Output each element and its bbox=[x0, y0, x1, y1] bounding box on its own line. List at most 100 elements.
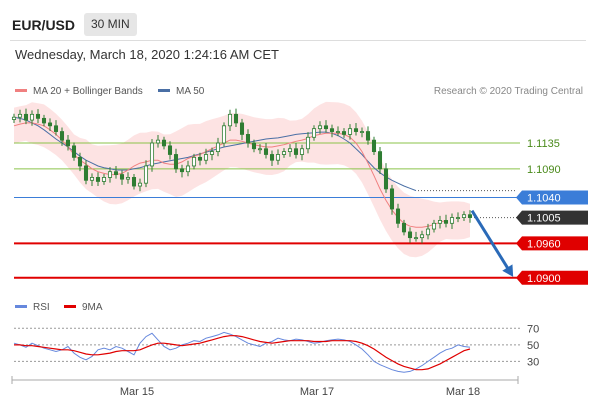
candle-body bbox=[323, 125, 329, 130]
level-label-1-1040-bg bbox=[516, 190, 588, 205]
level-label-1-1040-tag: 1.1040 bbox=[516, 190, 588, 205]
candle-body bbox=[293, 148, 299, 155]
rsi-ma-swatch bbox=[64, 304, 76, 308]
candle-body bbox=[29, 113, 35, 121]
candle-body bbox=[341, 131, 347, 135]
level-label-1-1090: 1.1090 bbox=[527, 164, 561, 176]
candle-body bbox=[209, 151, 215, 155]
level-label-1-0960: 1.0960 bbox=[527, 238, 561, 250]
candle-body bbox=[155, 139, 161, 144]
ma50-line bbox=[13, 116, 417, 192]
candle-body bbox=[119, 174, 125, 180]
rsi-ma-line bbox=[14, 335, 471, 371]
candle-body bbox=[47, 122, 53, 127]
candle-body bbox=[269, 154, 275, 161]
candle-body bbox=[371, 139, 377, 153]
candle-body bbox=[299, 148, 305, 155]
candle-body bbox=[53, 125, 59, 132]
candle-body bbox=[389, 188, 395, 210]
candle-body bbox=[359, 131, 365, 133]
candle-body bbox=[227, 113, 233, 127]
candle-body bbox=[83, 165, 89, 181]
projection-arrowhead bbox=[502, 264, 514, 277]
legend-ma50: MA 50 bbox=[158, 86, 204, 97]
candle-body bbox=[161, 139, 167, 147]
symbol-label: EUR/USD bbox=[12, 17, 76, 33]
candle-body bbox=[347, 128, 353, 135]
candle-body bbox=[329, 128, 335, 132]
candle-body bbox=[311, 128, 317, 138]
legend-rsi: RSI bbox=[15, 302, 50, 313]
level-label-1-1005: 1.1005 bbox=[527, 213, 561, 225]
candle-body bbox=[401, 222, 407, 233]
candle-body bbox=[179, 168, 185, 173]
candle-body bbox=[281, 151, 287, 155]
candle-body bbox=[437, 220, 443, 224]
candle-body bbox=[395, 208, 401, 224]
candle-body bbox=[431, 222, 437, 230]
candle-body bbox=[353, 128, 359, 132]
ma50-label: MA 50 bbox=[176, 86, 205, 97]
candle-body bbox=[257, 148, 263, 151]
candle-body bbox=[233, 113, 239, 124]
candle-body bbox=[185, 165, 191, 173]
level-label-1-1040: 1.1040 bbox=[527, 193, 561, 205]
candle-body bbox=[41, 117, 47, 124]
candle-body bbox=[251, 142, 257, 150]
candle-body bbox=[113, 171, 119, 175]
credit-text: Research © 2020 Trading Central bbox=[433, 86, 583, 97]
rsi-swatch bbox=[15, 304, 27, 308]
candle-body bbox=[263, 148, 269, 155]
candle-body bbox=[149, 142, 155, 167]
rsi-ma-label: 9MA bbox=[82, 302, 103, 313]
candle-body bbox=[443, 220, 449, 224]
candle-body bbox=[71, 145, 77, 158]
candle-body bbox=[137, 182, 143, 187]
candle-body bbox=[131, 177, 137, 187]
candle-body bbox=[191, 156, 197, 167]
level-label-1-0900: 1.0900 bbox=[527, 273, 561, 285]
candle-body bbox=[125, 177, 131, 180]
level-label-1-0900-bg bbox=[516, 270, 588, 285]
rsi-tick-50: 50 bbox=[527, 340, 539, 352]
candle-body bbox=[65, 139, 71, 147]
candle-body bbox=[107, 171, 113, 178]
candle-body bbox=[377, 151, 383, 170]
ma50-swatch bbox=[158, 88, 170, 92]
candle-body bbox=[89, 177, 95, 181]
candle-body bbox=[305, 136, 311, 150]
candle-body bbox=[77, 156, 83, 167]
x-tick-mar-18: Mar 18 bbox=[446, 386, 480, 398]
rsi-label: RSI bbox=[33, 302, 50, 313]
ma20-swatch bbox=[15, 88, 27, 92]
level-label-1-1135: 1.1135 bbox=[527, 138, 560, 150]
candle-body bbox=[173, 154, 179, 170]
candle-body bbox=[335, 131, 341, 133]
level-label-1-1005-bg bbox=[516, 210, 588, 225]
candle-body bbox=[413, 237, 419, 240]
rsi-line bbox=[13, 331, 471, 373]
candle-body bbox=[11, 116, 17, 120]
candle-body bbox=[383, 168, 389, 190]
ma20-label: MA 20 + Bollinger Bands bbox=[33, 86, 143, 97]
candle-body bbox=[245, 134, 251, 144]
candle-body bbox=[419, 234, 425, 239]
rsi-tick-30: 30 bbox=[527, 356, 539, 368]
x-tick-mar-17: Mar 17 bbox=[300, 386, 334, 398]
candle-body bbox=[59, 131, 65, 141]
candle-body bbox=[35, 113, 41, 119]
candle-body bbox=[461, 214, 467, 218]
candle-body bbox=[23, 113, 29, 121]
header-divider bbox=[10, 40, 586, 41]
candle-body bbox=[17, 113, 23, 118]
candle-body bbox=[425, 228, 431, 236]
candle-body bbox=[449, 217, 455, 224]
candle-body bbox=[239, 122, 245, 135]
candle-body bbox=[287, 148, 293, 153]
timeframe-badge[interactable]: 30 MIN bbox=[84, 13, 137, 36]
rsi-tick-70: 70 bbox=[527, 323, 539, 335]
candle-body bbox=[167, 145, 173, 155]
header-bar: EUR/USD 30 MIN bbox=[0, 0, 594, 40]
x-tick-mar-15: Mar 15 bbox=[120, 386, 154, 398]
candle-body bbox=[407, 231, 413, 239]
